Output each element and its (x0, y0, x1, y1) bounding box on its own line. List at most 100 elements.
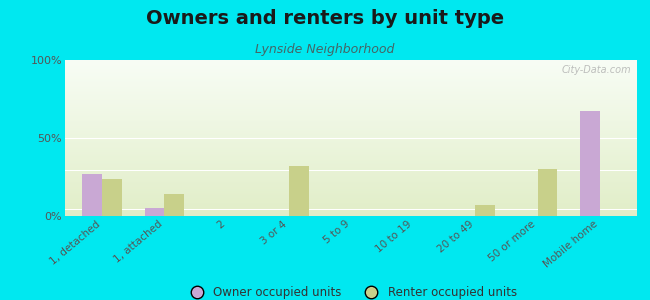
Bar (65, 117, 637, 119)
Bar (65, 164, 637, 165)
Bar (65, 134, 637, 135)
Bar (65, 184, 637, 185)
Bar (65, 74, 637, 76)
Bar (65, 68, 637, 69)
Bar (289, 166, 309, 216)
Bar (65, 190, 637, 191)
Bar (144, 208, 164, 216)
Bar (65, 102, 637, 103)
Bar (65, 72, 637, 73)
Bar (65, 100, 637, 102)
Bar (65, 173, 637, 174)
Bar (65, 80, 637, 81)
Bar (65, 70, 637, 72)
Bar (65, 142, 637, 143)
Bar (65, 207, 637, 208)
Bar (65, 61, 637, 63)
Bar (65, 152, 637, 154)
Bar (65, 212, 637, 213)
Bar (65, 180, 637, 181)
Bar (65, 76, 637, 77)
Bar (65, 133, 637, 134)
Bar (65, 159, 637, 160)
Bar (65, 188, 637, 189)
Bar (65, 202, 637, 203)
Bar (65, 108, 637, 110)
Bar (65, 78, 637, 80)
Bar (65, 91, 637, 92)
Bar (65, 129, 637, 130)
Bar (65, 95, 637, 96)
Bar (65, 151, 637, 152)
Bar (65, 182, 637, 184)
Bar (65, 211, 637, 212)
Bar (65, 85, 637, 86)
Bar (65, 83, 637, 85)
Bar (65, 125, 637, 126)
Bar (65, 138, 637, 139)
Bar (65, 215, 637, 216)
Bar (65, 92, 637, 94)
Bar (65, 86, 637, 87)
Bar (65, 204, 637, 206)
Bar (102, 178, 122, 216)
Bar (65, 170, 637, 172)
Bar (65, 73, 637, 74)
Bar (65, 145, 637, 146)
Bar (65, 120, 637, 121)
Bar (65, 69, 637, 70)
Legend: Owner occupied units, Renter occupied units: Owner occupied units, Renter occupied un… (180, 281, 522, 300)
Bar (65, 161, 637, 163)
Bar (65, 115, 637, 116)
Bar (65, 146, 637, 147)
Bar (65, 165, 637, 166)
Bar (164, 194, 185, 216)
Bar (475, 205, 495, 216)
Bar (65, 87, 637, 88)
Bar (65, 150, 637, 151)
Bar (65, 198, 637, 199)
Bar (65, 194, 637, 195)
Bar (65, 155, 637, 156)
Bar (65, 124, 637, 125)
Bar (65, 169, 637, 170)
Bar (65, 156, 637, 158)
Bar (65, 168, 637, 169)
Bar (65, 160, 637, 161)
Bar (65, 213, 637, 215)
Bar (65, 196, 637, 198)
Text: Owners and renters by unit type: Owners and renters by unit type (146, 9, 504, 28)
Bar (65, 176, 637, 177)
Bar (65, 139, 637, 141)
Bar (65, 208, 637, 209)
Bar (65, 121, 637, 122)
Bar (65, 174, 637, 176)
Bar (65, 122, 637, 124)
Bar (65, 103, 637, 104)
Bar (65, 135, 637, 137)
Text: Lynside Neighborhood: Lynside Neighborhood (255, 44, 395, 56)
Bar (65, 116, 637, 117)
Bar (65, 81, 637, 82)
Bar (65, 112, 637, 113)
Bar (65, 110, 637, 111)
Bar (65, 131, 637, 133)
Bar (65, 193, 637, 194)
Bar (65, 98, 637, 99)
Bar (65, 147, 637, 148)
Bar (65, 178, 637, 180)
Bar (65, 191, 637, 193)
Bar (65, 126, 637, 128)
Bar (65, 63, 637, 64)
Bar (65, 90, 637, 91)
Bar (65, 104, 637, 106)
Bar (65, 88, 637, 90)
Bar (65, 137, 637, 138)
Bar (65, 99, 637, 100)
Bar (65, 163, 637, 164)
Bar (65, 111, 637, 112)
Bar (65, 185, 637, 186)
Text: City-Data.com: City-Data.com (562, 65, 631, 75)
Bar (65, 199, 637, 200)
Bar (65, 130, 637, 131)
